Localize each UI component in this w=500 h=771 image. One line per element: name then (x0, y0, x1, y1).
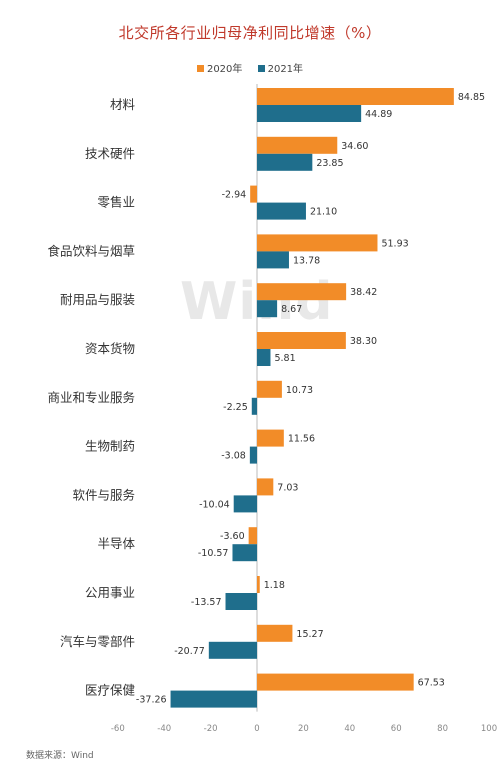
value-label: 15.27 (296, 629, 323, 640)
value-label: 38.30 (350, 336, 377, 347)
x-tick-label: 0 (254, 724, 259, 734)
category-label: 耐用品与服装 (60, 292, 135, 307)
value-label: 7.03 (277, 482, 298, 493)
category-label: 商业和专业服务 (47, 390, 135, 405)
bar-2020 (250, 185, 257, 203)
value-label: -2.25 (223, 402, 248, 413)
x-tick-label: 60 (391, 724, 402, 734)
value-label: 8.67 (281, 304, 302, 315)
bar-2020 (257, 234, 378, 252)
bar-2021 (251, 397, 257, 415)
legend-label-2020: 2020年 (206, 64, 243, 75)
value-label: 23.85 (316, 158, 343, 169)
value-label: 13.78 (293, 255, 320, 266)
category-label: 食品饮料与烟草 (47, 243, 135, 258)
category-label: 医疗保健 (85, 683, 136, 698)
bar-2021 (257, 300, 278, 318)
bar-2021 (225, 593, 257, 610)
value-label: -20.77 (174, 646, 205, 657)
category-label: 公用事业 (85, 585, 135, 600)
bar-2020 (257, 429, 284, 447)
category-label: 汽车与零部件 (60, 634, 135, 649)
category-label: 技术硬件 (85, 146, 135, 161)
value-label: 44.89 (365, 109, 392, 120)
bar-2021 (257, 105, 362, 122)
value-label: 11.56 (288, 434, 315, 445)
value-label: -3.08 (221, 451, 246, 462)
value-label: 38.42 (350, 287, 377, 298)
bar-2020 (257, 576, 260, 593)
value-label: 10.73 (286, 385, 313, 396)
value-label: 51.93 (381, 238, 408, 249)
legend-item-2020: 2020年 (196, 60, 243, 75)
bar-2020 (257, 136, 338, 154)
category-label: 半导体 (97, 536, 135, 551)
category-label: 生物制药 (85, 439, 135, 454)
chart-title: 北交所各行业归母净利同比增速（%） (118, 24, 382, 42)
value-label: -3.60 (220, 531, 245, 542)
legend: 2020年 2021年 (0, 60, 500, 75)
value-label: -2.94 (222, 190, 247, 201)
category-label: 材料 (110, 97, 136, 112)
value-label: 67.53 (418, 678, 445, 689)
source-note: 数据来源：Wind (26, 751, 94, 761)
bar-2020 (257, 283, 347, 301)
x-tick-label: 80 (437, 724, 448, 734)
x-tick-label: 40 (344, 724, 355, 734)
bar-2020 (248, 527, 257, 545)
value-label: 1.18 (264, 580, 285, 591)
bar-2021 (257, 251, 289, 269)
legend-label-2021: 2021年 (267, 64, 304, 75)
bar-2021 (257, 349, 271, 366)
x-tick-label: 20 (298, 724, 309, 734)
x-tick-label: -20 (204, 724, 218, 734)
x-tick-label: -40 (157, 724, 171, 734)
watermark: Wind (180, 272, 333, 332)
category-label: 软件与服务 (72, 487, 135, 502)
legend-swatch-2020 (196, 65, 204, 72)
value-label: -10.04 (199, 499, 230, 510)
x-tick-label: 100 (481, 724, 497, 734)
value-label: 34.60 (341, 141, 368, 152)
bar-2021 (249, 446, 257, 464)
bar-2021 (257, 153, 313, 171)
bar-2021 (208, 641, 257, 659)
bar-2020 (257, 88, 454, 105)
value-label: -13.57 (191, 597, 222, 608)
bar-2020 (257, 673, 414, 691)
bar-2020 (257, 332, 346, 349)
bar-2020 (257, 624, 293, 642)
value-label: 5.81 (274, 353, 295, 364)
value-label: -10.57 (198, 548, 229, 559)
bar-2021 (232, 544, 257, 562)
legend-item-2021: 2021年 (257, 60, 304, 75)
bar-2020 (257, 478, 274, 496)
legend-swatch-2021 (257, 65, 265, 72)
x-tick-label: -60 (111, 724, 125, 734)
bar-2021 (233, 495, 257, 513)
value-label: 84.85 (458, 92, 485, 103)
value-label: -37.26 (136, 695, 167, 706)
bar-2021 (170, 690, 257, 708)
category-label: 资本货物 (85, 341, 135, 356)
bar-2021 (257, 202, 306, 220)
value-label: 21.10 (310, 207, 337, 218)
bar-2020 (257, 380, 282, 398)
category-label: 零售业 (97, 195, 135, 210)
